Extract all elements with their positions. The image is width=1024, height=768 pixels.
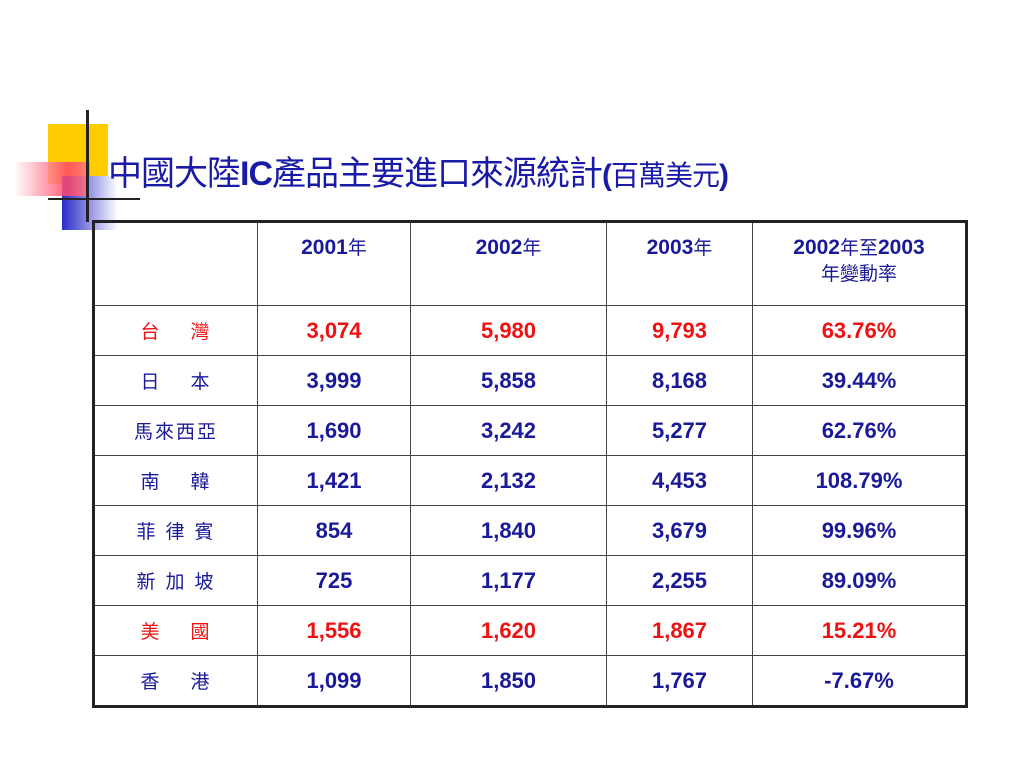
- vertical-line: [86, 110, 89, 222]
- value-2002-cell: 3,242: [410, 405, 607, 456]
- header-empty: [93, 221, 258, 306]
- import-source-table: 2001年 2002年 2003年 2002年至2003 年變動率 台 灣 3,07…: [92, 220, 968, 708]
- red-bar: [14, 162, 90, 196]
- table-header-row: 2001年 2002年 2003年 2002年至2003 年變動率: [93, 221, 967, 306]
- region-cell: 新 加 坡: [93, 555, 258, 606]
- page-title: 中國大陸IC產品主要進口來源統計(百萬美元): [108, 146, 729, 195]
- value-2001-cell: 3,074: [257, 305, 411, 356]
- corner-decoration: [0, 110, 140, 230]
- region-cell: 美 國: [93, 605, 258, 656]
- table-row: 香 港 1,099 1,850 1,767 -7.67%: [93, 655, 967, 707]
- value-2003-cell: 5,277: [606, 405, 753, 456]
- table-row: 新 加 坡 725 1,177 2,255 89.09%: [93, 555, 967, 606]
- header-2001: 2001年: [257, 221, 411, 306]
- value-2001-cell: 854: [257, 505, 411, 556]
- value-2003-cell: 9,793: [606, 305, 753, 356]
- value-2003-cell: 4,453: [606, 455, 753, 506]
- horizontal-line: [48, 198, 140, 200]
- value-2003-cell: 1,867: [606, 605, 753, 656]
- value-2001-cell: 1,690: [257, 405, 411, 456]
- region-cell: 南 韓: [93, 455, 258, 506]
- title-unit: 百萬美元: [611, 159, 720, 192]
- change-rate-cell: 63.76%: [752, 305, 967, 356]
- value-2002-cell: 1,850: [410, 655, 607, 707]
- value-2003-cell: 2,255: [606, 555, 753, 606]
- title-paren-open: (: [602, 159, 612, 192]
- change-rate-cell: 108.79%: [752, 455, 967, 506]
- value-2003-cell: 3,679: [606, 505, 753, 556]
- value-2001-cell: 1,556: [257, 605, 411, 656]
- value-2003-cell: 8,168: [606, 355, 753, 406]
- table-row: 台 灣 3,074 5,980 9,793 63.76%: [93, 305, 967, 356]
- table-row: 菲 律 賓 854 1,840 3,679 99.96%: [93, 505, 967, 556]
- change-rate-cell: 89.09%: [752, 555, 967, 606]
- change-rate-cell: 39.44%: [752, 355, 967, 406]
- table-row: 南 韓 1,421 2,132 4,453 108.79%: [93, 455, 967, 506]
- header-2003: 2003年: [606, 221, 753, 306]
- change-rate-cell: 62.76%: [752, 405, 967, 456]
- value-2002-cell: 1,840: [410, 505, 607, 556]
- value-2001-cell: 725: [257, 555, 411, 606]
- value-2001-cell: 1,421: [257, 455, 411, 506]
- value-2002-cell: 5,858: [410, 355, 607, 406]
- value-2001-cell: 1,099: [257, 655, 411, 707]
- title-middle: 產品主要進口來源統計: [272, 154, 603, 194]
- table-row: 馬來西亞 1,690 3,242 5,277 62.76%: [93, 405, 967, 456]
- header-2002: 2002年: [410, 221, 607, 306]
- change-rate-cell: -7.67%: [752, 655, 967, 707]
- title-prefix: 中國大陸: [108, 154, 241, 194]
- change-rate-cell: 15.21%: [752, 605, 967, 656]
- change-rate-cell: 99.96%: [752, 505, 967, 556]
- title-paren-close: ): [719, 159, 729, 192]
- value-2002-cell: 1,177: [410, 555, 607, 606]
- value-2001-cell: 3,999: [257, 355, 411, 406]
- region-cell: 台 灣: [93, 305, 258, 356]
- region-cell: 菲 律 賓: [93, 505, 258, 556]
- value-2002-cell: 2,132: [410, 455, 607, 506]
- table-row: 日 本 3,999 5,858 8,168 39.44%: [93, 355, 967, 406]
- header-change: 2002年至2003 年變動率: [752, 221, 967, 306]
- table-row: 美 國 1,556 1,620 1,867 15.21%: [93, 605, 967, 656]
- region-cell: 香 港: [93, 655, 258, 707]
- title-ic: IC: [240, 155, 273, 193]
- region-cell: 日 本: [93, 355, 258, 406]
- value-2002-cell: 1,620: [410, 605, 607, 656]
- region-cell: 馬來西亞: [93, 405, 258, 456]
- value-2003-cell: 1,767: [606, 655, 753, 707]
- value-2002-cell: 5,980: [410, 305, 607, 356]
